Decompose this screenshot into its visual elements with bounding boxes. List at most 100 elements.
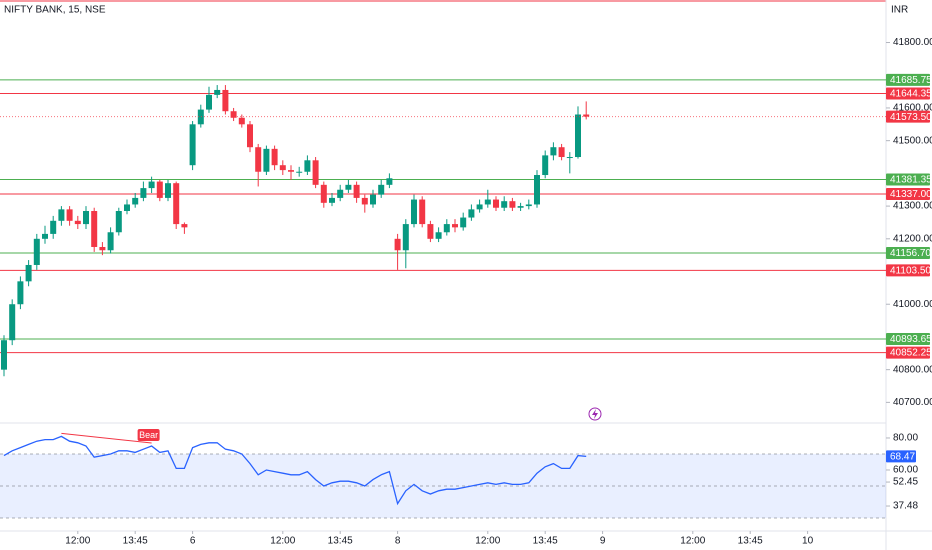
level-label-bg bbox=[886, 187, 930, 200]
candle-body bbox=[255, 147, 262, 172]
rsi-tick-label: 37.48 bbox=[893, 501, 918, 512]
candle-body bbox=[370, 194, 376, 205]
rsi-current-label: 68.47 bbox=[890, 452, 915, 463]
candle-body bbox=[58, 209, 65, 221]
candle-body bbox=[189, 124, 196, 166]
candle-body bbox=[66, 209, 73, 221]
x-tick-label: 8 bbox=[395, 536, 401, 547]
candle-body bbox=[9, 304, 16, 341]
candle-body bbox=[386, 178, 393, 185]
candle-body bbox=[378, 184, 385, 195]
y-tick-label: 40800.00 bbox=[893, 364, 932, 375]
candle-body bbox=[1, 340, 7, 370]
candle-body bbox=[345, 184, 352, 190]
x-tick-label: 12:00 bbox=[475, 536, 500, 547]
candle-body bbox=[320, 184, 327, 203]
candle-body bbox=[214, 89, 221, 95]
lightning-icon[interactable] bbox=[588, 407, 602, 421]
x-tick-label: 13:45 bbox=[123, 536, 148, 547]
candle-body bbox=[25, 264, 32, 282]
divergence-line bbox=[61, 432, 152, 444]
candle-body bbox=[534, 175, 540, 205]
candle-body bbox=[452, 224, 458, 228]
candle-body bbox=[296, 171, 303, 173]
candle-body bbox=[91, 211, 98, 247]
candle-body bbox=[460, 217, 467, 228]
x-tick-label: 10 bbox=[802, 536, 814, 547]
rsi-line bbox=[3, 435, 587, 506]
level-label: 40852.25 bbox=[890, 348, 932, 359]
candle-body bbox=[394, 238, 401, 251]
candle-body bbox=[238, 117, 245, 125]
candle-body bbox=[484, 199, 491, 205]
candle-body bbox=[493, 199, 499, 208]
y-tick-label: 41000.00 bbox=[893, 299, 932, 310]
last-price-label: 41573.50 bbox=[890, 112, 932, 123]
x-tick-label: 6 bbox=[190, 536, 196, 547]
y-tick-label: 41800.00 bbox=[893, 37, 932, 48]
level-label-bg bbox=[886, 333, 930, 346]
candle-body bbox=[271, 148, 278, 166]
candle-body bbox=[509, 201, 516, 208]
rsi-current-bg bbox=[886, 450, 916, 463]
level-label-bg bbox=[886, 87, 930, 100]
candle-body bbox=[361, 197, 368, 205]
candle-body bbox=[583, 114, 590, 117]
candle-body bbox=[247, 124, 253, 148]
y-tick-label: 41500.00 bbox=[893, 135, 932, 146]
candle-body bbox=[402, 224, 409, 251]
candle-body bbox=[312, 160, 319, 185]
candle-body bbox=[411, 199, 417, 225]
candle-body bbox=[435, 232, 442, 239]
candle-body bbox=[74, 220, 81, 225]
candle-body bbox=[525, 204, 532, 207]
candle-body bbox=[148, 181, 155, 189]
candle-body bbox=[263, 148, 270, 172]
candle-body bbox=[427, 224, 434, 239]
candle-body bbox=[501, 201, 508, 208]
level-label: 41103.50 bbox=[890, 266, 931, 277]
candle-body bbox=[542, 155, 549, 176]
currency: INR bbox=[891, 5, 908, 16]
candle-body bbox=[288, 170, 294, 172]
candle-body bbox=[337, 189, 344, 198]
candle-body bbox=[419, 199, 426, 225]
candle-body bbox=[222, 89, 229, 112]
candle-body bbox=[132, 197, 139, 205]
y-tick-label: 41300.00 bbox=[893, 201, 932, 212]
candle-body bbox=[476, 204, 483, 210]
x-tick-label: 12:00 bbox=[270, 536, 295, 547]
level-label: 40893.65 bbox=[890, 334, 932, 345]
level-label-bg bbox=[886, 264, 930, 277]
rsi-tick-label: 60.00 bbox=[893, 465, 918, 476]
level-label-bg bbox=[886, 246, 930, 259]
candle-body bbox=[230, 111, 237, 118]
candle-body bbox=[181, 224, 188, 228]
rsi-tick-label: 52.45 bbox=[893, 477, 918, 488]
candle-body bbox=[115, 211, 122, 233]
candle-body bbox=[165, 183, 171, 198]
candle-body bbox=[99, 246, 106, 251]
candle-body bbox=[279, 165, 286, 171]
level-label-bg bbox=[886, 346, 930, 359]
candle-body bbox=[468, 209, 475, 218]
level-label-bg bbox=[886, 173, 930, 186]
candle-body bbox=[33, 238, 40, 265]
x-tick-label: 9 bbox=[600, 536, 606, 547]
x-tick-label: 12:00 bbox=[65, 536, 90, 547]
x-tick-label: 13:45 bbox=[533, 536, 558, 547]
candle-body bbox=[206, 94, 212, 110]
candle-body bbox=[575, 114, 581, 158]
level-label: 41644.35 bbox=[890, 89, 932, 100]
x-tick-label: 13:45 bbox=[328, 536, 353, 547]
divergence-label-bg bbox=[137, 428, 160, 441]
candle-body bbox=[17, 281, 24, 305]
candle-body bbox=[443, 224, 450, 233]
candle-body bbox=[156, 181, 163, 198]
candle-body bbox=[353, 184, 360, 198]
candle-body bbox=[566, 157, 573, 159]
level-label-bg bbox=[886, 73, 930, 86]
candle-body bbox=[50, 220, 57, 234]
icon-bolt bbox=[592, 409, 598, 419]
